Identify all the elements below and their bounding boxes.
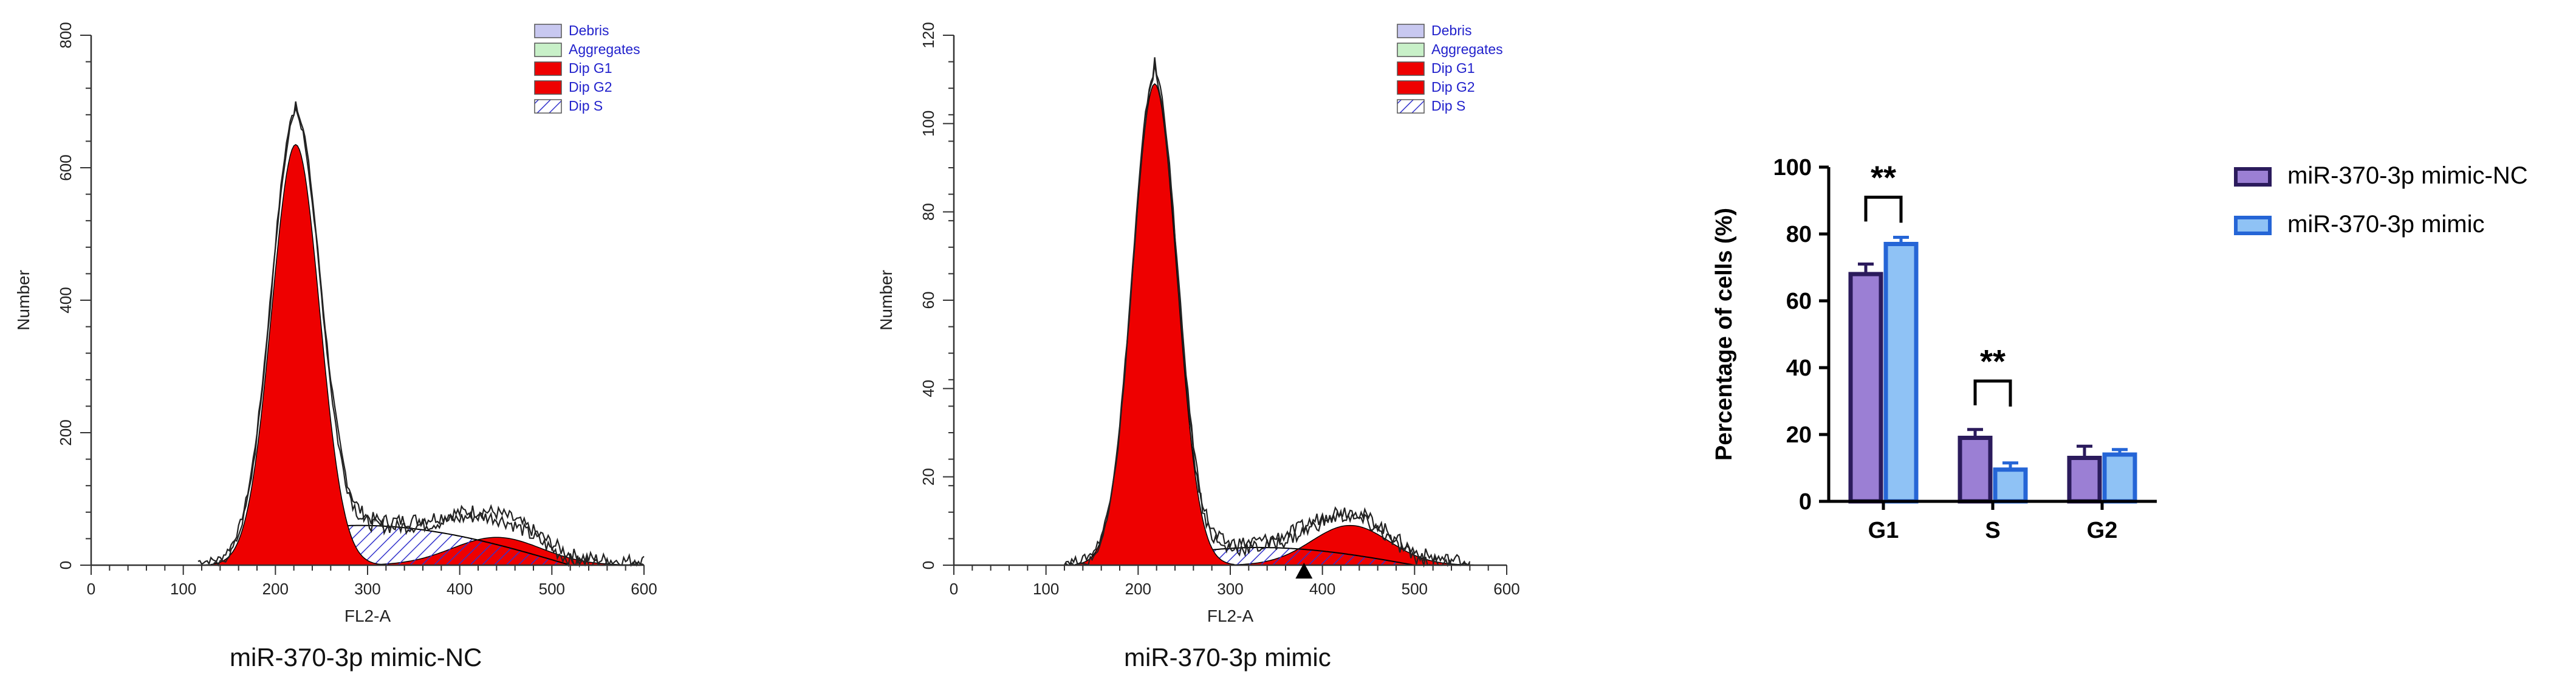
legend-label-dip-g1: Dip G1 [569, 60, 612, 76]
bar-y-tick-label: 0 [1799, 489, 1812, 515]
legend-label-dip-s: Dip S [569, 98, 603, 114]
x-tick-label: 100 [1033, 580, 1059, 598]
legend-label-dip-s: Dip S [1431, 98, 1465, 114]
significance-bracket [1973, 379, 2012, 407]
histogram-panel-nc: 0 100 200 300 400 500 600 0 200 400 600 800 FL2-A Num… [0, 0, 680, 694]
x-tick-label: 0 [950, 580, 958, 598]
bar-y-tick-label: 20 [1786, 422, 1812, 448]
significance-label: ** [1871, 160, 1896, 196]
x-axis-title: FL2-A [344, 606, 391, 625]
y-axis-title: Number [877, 270, 896, 331]
gate-marker-icon [1295, 563, 1313, 579]
bar-chart-panel: 0 20 40 60 80 100 G1 S G2 Percentage of cells (%)… [1689, 0, 2570, 608]
y-tick-label: 40 [919, 380, 937, 397]
legend-swatch-dip-g1 [1397, 61, 1425, 76]
bar-legend-label: miR-370-3p mimic-NC [2287, 162, 2528, 189]
x-tick-label: 500 [1402, 580, 1428, 598]
legend-label-dip-g2: Dip G2 [1431, 79, 1475, 95]
y-tick-label: 400 [57, 287, 75, 313]
bar-g1-mimic-nc [1848, 272, 1883, 504]
y-tick-label: 200 [57, 419, 75, 445]
legend-swatch-aggregates [534, 43, 562, 57]
x-tick-label: 300 [1217, 580, 1243, 598]
bar-g2-mimic [2102, 452, 2137, 504]
x-tick-label: 600 [631, 580, 657, 598]
dip-g1-area [209, 143, 383, 566]
bar-g2-mimic-nc [2067, 456, 2102, 504]
x-tick-label: 200 [1125, 580, 1151, 598]
bar-y-tick-label: 60 [1786, 289, 1812, 314]
x-tick-label: 600 [1493, 580, 1519, 598]
x-tick-label: 100 [170, 580, 196, 598]
x-axis-title: FL2-A [1207, 606, 1254, 625]
y-tick-label: 100 [919, 111, 937, 137]
legend-label-aggregates: Aggregates [569, 41, 640, 57]
bar-legend-swatch [2234, 216, 2272, 235]
y-tick-label: 600 [57, 154, 75, 180]
x-tick-label: 200 [262, 580, 289, 598]
bar-legend-swatch [2234, 167, 2272, 187]
dip-g1-area [1074, 83, 1235, 566]
raw-data-trace-2 [197, 105, 645, 568]
bar-x-tick-label: G2 [2087, 518, 2118, 543]
legend-label-aggregates: Aggregates [1431, 41, 1503, 57]
histogram-caption-nc: miR-370-3p mimic-NC [230, 643, 482, 672]
significance-bracket [1864, 196, 1903, 223]
bar-y-tick-label: 100 [1773, 155, 1812, 180]
bar-x-tick-label: S [1985, 518, 2000, 543]
y-tick-label: 0 [57, 561, 75, 569]
bar-g1-mimic [1883, 242, 1919, 504]
x-tick-label: 500 [539, 580, 565, 598]
y-tick-label: 60 [919, 292, 937, 309]
legend-label-dip-g1: Dip G1 [1431, 60, 1475, 76]
y-axis-title: Number [14, 270, 33, 331]
x-tick-label: 0 [87, 580, 95, 598]
x-tick-label: 300 [354, 580, 380, 598]
legend-swatch-dip-g1 [534, 61, 562, 76]
y-tick-label: 80 [919, 203, 937, 221]
histogram-nc: 0 100 200 300 400 500 600 0 200 400 600 800 FL2-A Num… [14, 22, 657, 625]
raw-data-trace-2 [1064, 63, 1471, 568]
bar-legend-label: miR-370-3p mimic [2287, 211, 2485, 238]
legend-swatch-dip-s [1397, 99, 1425, 114]
bar-x-tick-label: G1 [1868, 518, 1899, 543]
legend-swatch-dip-g2 [1397, 80, 1425, 95]
legend-label-debris: Debris [569, 22, 609, 38]
y-tick-label: 800 [57, 22, 75, 48]
y-tick-label: 20 [919, 468, 937, 486]
legend-swatch-dip-g2 [534, 80, 562, 95]
significance-label: ** [1980, 343, 2006, 380]
legend-swatch-debris [1397, 24, 1425, 38]
bar-y-axis-title: Percentage of cells (%) [1711, 208, 1737, 461]
bar-y-tick-label: 40 [1786, 356, 1812, 381]
histogram-panel-mimic: 0 100 200 300 400 500 600 0 20 40 60 80 100 120 FL2-A N… [863, 0, 1543, 694]
bar-y-tick-label: 80 [1786, 222, 1812, 247]
x-tick-label: 400 [447, 580, 473, 598]
legend-swatch-dip-s [534, 99, 562, 114]
legend-swatch-aggregates [1397, 43, 1425, 57]
cell-cycle-bar-chart: 0 20 40 60 80 100 G1 S G2 Percentage of cells (%)… [1711, 155, 2528, 543]
legend-label-dip-g2: Dip G2 [569, 79, 612, 95]
histogram-mimic: 0 100 200 300 400 500 600 0 20 40 60 80 100 120 FL2-A N… [877, 22, 1520, 625]
y-tick-label: 0 [919, 561, 937, 569]
bar-s-mimic-nc [1958, 436, 1993, 504]
y-tick-label: 120 [919, 22, 937, 48]
bar-s-mimic [1993, 467, 2028, 504]
histogram-caption-mimic: miR-370-3p mimic [1124, 643, 1331, 672]
x-tick-label: 400 [1309, 580, 1335, 598]
legend-label-debris: Debris [1431, 22, 1471, 38]
legend-swatch-debris [534, 24, 562, 38]
